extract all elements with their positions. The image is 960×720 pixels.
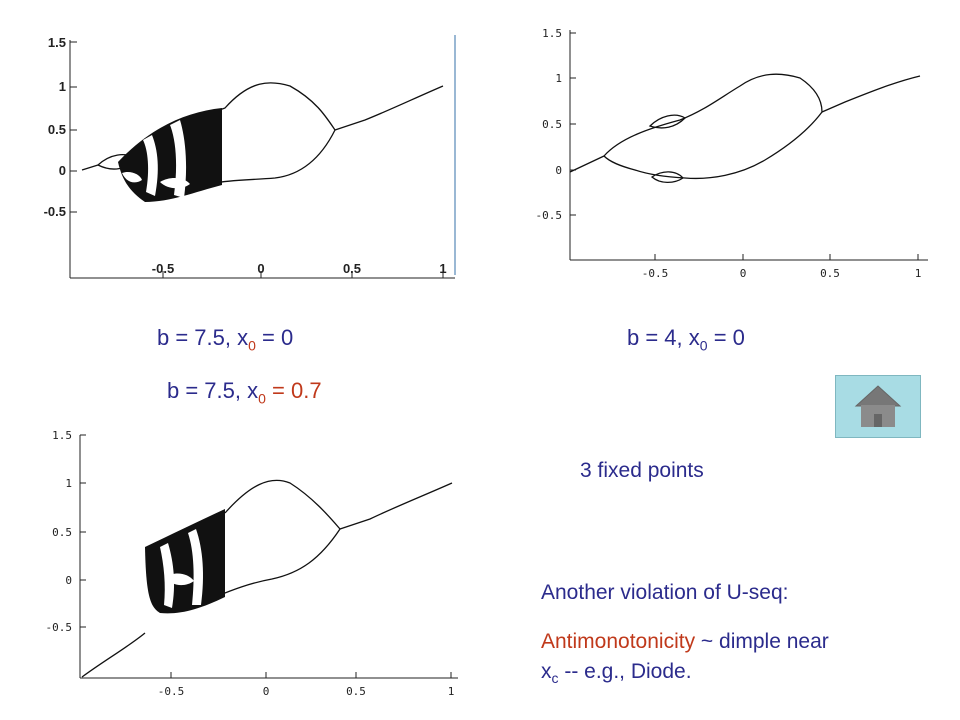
caption-equals: = 0.7 [265,378,322,403]
plot-1-ytick: -0.5 [44,204,66,219]
plot-2-curve [569,73,921,184]
plot-2-ticks [570,32,919,260]
fixed-points-note: 3 fixed points [580,459,704,482]
plot-1-xtick: 1 [439,261,446,276]
caption-subscript: 0 [258,390,266,407]
plot-1-ytick: 0 [59,163,66,178]
plot-1-xtick: 0.5 [343,261,361,276]
plot-2-ytick: 1.5 [542,27,562,40]
plot-3-ytick: 0.5 [52,526,72,539]
caption-b4-x0-0: b = 4, x0 = 0 [627,325,745,353]
xc-variable: x [541,660,552,683]
plot-1-ytick: 1 [59,79,66,94]
plot-1-chaotic-band [118,108,222,202]
bifurcation-plot-b4-x0-0: -0.5 0 0.5 1 1.5 1 0.5 0 -0.5 [500,20,940,290]
bifurcation-plot-b7_5-x0-0_7: -0.5 0 0.5 1 1.5 1 0.5 0 -0.5 [0,425,470,715]
caption-b7_5-x0-0_7: b = 7.5, x0 = 0.7 [167,378,322,406]
plot-2-ytick: 0 [555,164,562,177]
bifurcation-plot-b7_5-x0-0: -0.5 0 0.5 1 1.5 1 0.5 0 -0.5 [0,20,470,290]
plot-2-xtick: 0.5 [820,267,840,280]
plot-1-ytick: 0.5 [48,122,66,137]
plot-2-ytick: -0.5 [536,209,563,222]
plot-3-ytick: 0 [65,574,72,587]
plot-1-ytick: 1.5 [48,35,66,50]
plot-1-xtick: -0.5 [152,261,174,276]
plot-3-ticks [80,434,452,678]
plot-3-svg: -0.5 0 0.5 1 1.5 1 0.5 0 -0.5 [46,429,458,698]
home-button[interactable] [835,375,921,438]
diode-example: -- e.g., Diode. [558,660,692,683]
caption-subscript: 0 [248,337,256,354]
plot-3-xtick: 0.5 [346,685,366,698]
plot-3-ytick: -0.5 [46,621,73,634]
violation-note: Another violation of U-seq: [541,581,789,604]
caption-subscript: 0 [699,337,708,354]
plot-1-svg: -0.5 0 0.5 1 1.5 1 0.5 0 -0.5 [44,35,456,279]
plot-1-xtick: 0 [257,261,264,276]
plot-3-ytick: 1 [65,477,72,490]
caption-param-b: b = 7.5, x [157,325,249,350]
caption-b7_5-x0-0: b = 7.5, x0 = 0 [157,325,293,353]
plot-2-xtick: 0 [740,267,747,280]
plot-3-xtick: -0.5 [158,685,185,698]
plot-3-ytick: 1.5 [52,429,72,442]
plot-2-ytick: 1 [555,72,562,85]
plot-3-curve [81,479,453,678]
house-icon [854,385,902,427]
plot-2-xtick: -0.5 [642,267,669,280]
plot-2-xtick: 1 [915,267,922,280]
caption-param-b: b = 7.5, x [167,378,259,403]
plot-3-chaotic-band [145,509,225,614]
plot-2-ytick: 0.5 [542,118,562,131]
antimonotonicity-rest: ~ dimple near [695,630,829,653]
antimonotonicity-note: Antimonotonicity ~ dimple near [541,629,829,655]
plot-3-xtick: 1 [448,685,455,698]
caption-equals: = 0 [707,325,745,350]
antimonotonicity-term: Antimonotonicity [541,630,696,653]
diode-note: xc -- e.g., Diode. [541,659,692,691]
plot-2-svg: -0.5 0 0.5 1 1.5 1 0.5 0 -0.5 [536,27,928,280]
plot-1-ticks [70,41,444,278]
caption-equals: = 0 [255,325,294,350]
xc-subscript: c [551,670,559,687]
caption-param-b: b = 4, x [627,325,700,350]
plot-3-xtick: 0 [263,685,270,698]
